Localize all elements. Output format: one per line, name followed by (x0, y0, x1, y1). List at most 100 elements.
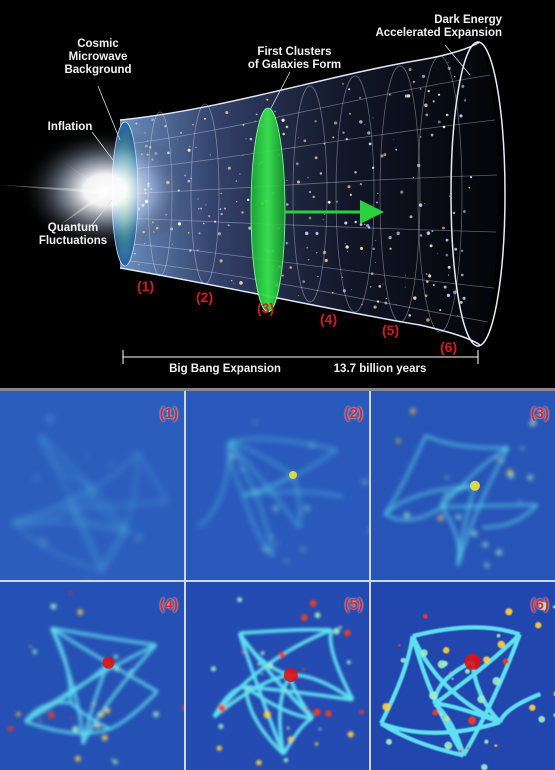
panel-label-3: (3) (530, 405, 549, 422)
era-label-6: (6) (440, 339, 458, 355)
halo (385, 738, 393, 745)
filament-network (8, 592, 184, 765)
galaxy-dot (317, 275, 319, 278)
halo (216, 745, 222, 751)
halo (449, 671, 452, 674)
galaxy-dot (336, 200, 339, 203)
web-plot-2 (186, 391, 369, 580)
halo (527, 474, 533, 481)
central-cluster (102, 656, 115, 669)
big-bang-expansion-label: Big Bang Expansion (169, 363, 281, 375)
galaxy-dot (333, 121, 338, 125)
halo (39, 719, 42, 722)
halo (314, 612, 321, 619)
simulation-panel-3: (3) (371, 391, 555, 580)
galaxy-dot (389, 93, 391, 96)
galaxy-dot (332, 136, 335, 139)
galaxy-dot (426, 231, 431, 235)
halo (305, 707, 309, 711)
galaxy-dot (231, 279, 233, 282)
galaxy-dot (370, 272, 374, 276)
galaxy-dot (425, 273, 428, 275)
halo (284, 689, 287, 692)
simulation-panel-2: (2) (186, 391, 369, 580)
halo (301, 547, 305, 551)
central-cluster (283, 668, 298, 683)
halo (410, 408, 416, 414)
galaxy-dot (266, 98, 269, 101)
halo (507, 469, 513, 475)
galaxy-dot (151, 118, 155, 122)
galaxy-dot (437, 253, 438, 255)
galaxy-dot (438, 93, 441, 96)
halo (94, 723, 100, 729)
halo (314, 742, 319, 746)
galaxy-dot (349, 193, 353, 197)
panel-gutter-h (0, 580, 555, 582)
galaxy-dot (219, 208, 222, 211)
galaxy-dot (364, 124, 366, 126)
halo (253, 420, 257, 424)
galaxy-dot (195, 146, 197, 148)
upper-outline (119, 41, 481, 121)
halo (439, 712, 442, 716)
filament (69, 508, 129, 532)
halo (245, 687, 248, 690)
galaxy-dot (359, 120, 363, 124)
galaxy-dot (346, 228, 348, 230)
quantum-fluctuations-label: Quantum Fluctuations (38, 222, 108, 247)
galaxy-dot (388, 235, 392, 240)
web-plot-1 (0, 391, 184, 580)
halo (287, 736, 294, 743)
filament (137, 451, 168, 503)
galaxy-dot (417, 163, 421, 168)
inflation-label: Inflation (47, 121, 93, 133)
galaxy-dot (375, 240, 377, 242)
galaxy-dot (448, 274, 450, 276)
galaxy-dot (404, 286, 406, 288)
galaxy-dot (445, 113, 449, 117)
galaxy-dot (327, 200, 331, 204)
galaxy-dot (439, 308, 442, 312)
galaxy-dot (177, 138, 179, 140)
halo (422, 613, 428, 619)
halo (313, 708, 321, 716)
galaxy-dot (209, 154, 211, 156)
galaxy-dot (426, 280, 429, 283)
galaxy-dot (385, 297, 388, 300)
panel-label-4: (4) (159, 596, 178, 613)
halo (85, 454, 88, 457)
galaxy-dot (342, 83, 344, 85)
halo (338, 625, 342, 629)
galaxy-dot (376, 300, 380, 303)
galaxy-dot (463, 99, 467, 102)
galaxy-dot (233, 282, 235, 284)
halo (484, 739, 489, 744)
galaxy-dot (227, 166, 231, 170)
galaxy-dot (285, 203, 289, 206)
halo (218, 723, 224, 729)
filament (229, 437, 338, 452)
halo (267, 662, 274, 669)
halo (99, 712, 105, 718)
era-label-2: (2) (196, 289, 214, 305)
filament (242, 494, 274, 558)
galaxy-dot (285, 125, 289, 129)
galaxy-dot (382, 283, 384, 285)
galaxy-dot (312, 195, 315, 199)
galaxy-dot (369, 286, 372, 288)
galaxy-dot (246, 198, 250, 202)
galaxy-dot (344, 221, 348, 225)
halo (445, 476, 449, 480)
halo (92, 702, 96, 706)
halo (518, 500, 521, 503)
filament (101, 452, 139, 572)
halo (300, 614, 308, 621)
halo (442, 647, 450, 654)
filament (281, 716, 314, 756)
halo (497, 640, 506, 649)
galaxy-dot (447, 265, 451, 269)
filament (461, 633, 522, 757)
halo (420, 649, 428, 657)
galaxy-dot (242, 154, 244, 156)
